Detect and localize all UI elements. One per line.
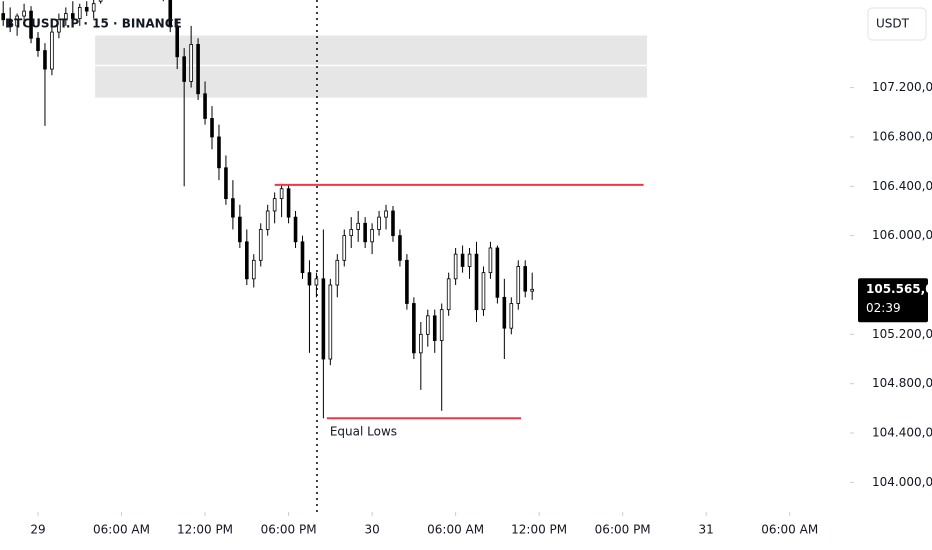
candle-body <box>265 210 270 230</box>
candle-body <box>523 266 528 292</box>
candle-body <box>370 229 374 243</box>
x-tick-label: 06:00 AM <box>427 523 484 537</box>
candle-body <box>321 278 326 360</box>
candle-body <box>22 10 26 17</box>
y-tick-label: 106.000,0 <box>872 228 932 242</box>
candle-body <box>391 210 395 237</box>
chart-title: BTCUSDT.P · 15 · BINANCE <box>5 17 182 31</box>
y-tick-label: 106.400,0 <box>872 179 932 193</box>
x-tick-label: 29 <box>30 523 45 537</box>
currency[interactable]: USDT <box>876 17 910 31</box>
candle-body <box>251 259 256 280</box>
candle-body <box>405 259 409 304</box>
x-tick-label: 12:00 PM <box>177 523 233 537</box>
candle-body <box>335 259 340 286</box>
candle-body <box>84 7 89 12</box>
y-tick-label: 105.200,0 <box>872 327 932 341</box>
candle-body <box>342 235 347 261</box>
candle-body <box>175 25 180 58</box>
candle-body <box>530 288 534 292</box>
y-tick-label: 104.000,0 <box>872 475 932 489</box>
y-tick-label: 106.800,0 <box>872 129 932 143</box>
candle-body <box>50 31 54 70</box>
candle-body <box>210 118 214 138</box>
candle-body <box>15 15 19 27</box>
candle-body <box>279 188 284 200</box>
candle-body <box>425 315 430 335</box>
zone <box>95 35 648 98</box>
candle-body <box>419 333 423 354</box>
candle-body <box>231 198 235 218</box>
candle-body <box>29 10 33 39</box>
candle-body <box>168 0 173 27</box>
countdown: 02:39 <box>866 301 901 315</box>
candle-body <box>77 7 82 19</box>
candle-body <box>356 222 360 230</box>
candle-body <box>203 93 207 119</box>
currency-button[interactable] <box>867 7 927 41</box>
level-label: Equal Lows <box>330 425 397 439</box>
candle-body <box>293 216 298 243</box>
candle-body <box>245 241 249 280</box>
candle-body <box>272 198 277 212</box>
candle-body <box>8 19 12 27</box>
candle-body <box>258 229 263 261</box>
candle-body <box>1 13 6 21</box>
candle-body <box>453 253 458 280</box>
candle-body <box>71 13 75 19</box>
candle-body <box>300 241 305 274</box>
x-tick-label: 06:00 AM <box>93 523 150 537</box>
candle-body <box>238 216 242 243</box>
candle-body <box>384 210 388 218</box>
candle-body <box>196 44 200 95</box>
candle-body <box>182 56 186 82</box>
candle-body <box>349 229 354 237</box>
candle-body <box>43 50 47 70</box>
candle-body <box>363 222 367 243</box>
candle-body <box>217 136 221 169</box>
candle-body <box>481 272 486 311</box>
candle-body <box>446 278 451 311</box>
candle-body <box>314 278 319 286</box>
x-tick-label: 06:00 PM <box>261 523 317 537</box>
candle-body <box>36 37 40 51</box>
x-tick-label: 31 <box>699 523 714 537</box>
candle-body <box>495 247 500 298</box>
candle-body <box>460 253 465 267</box>
y-tick-label: 104.800,0 <box>872 376 932 390</box>
x-tick-label: 06:00 PM <box>595 523 651 537</box>
candle-body <box>432 315 437 341</box>
x-tick-label: 30 <box>364 523 379 537</box>
x-tick-label: 12:00 PM <box>511 523 567 537</box>
x-tick-label: 06:00 AM <box>761 523 818 537</box>
candle-body <box>189 44 193 82</box>
y-tick-label: 104.400,0 <box>872 426 932 440</box>
candle-body <box>224 167 228 200</box>
candle-body <box>516 266 521 304</box>
candle-body <box>307 272 312 286</box>
candle-body <box>488 247 493 274</box>
candle-body <box>509 303 514 329</box>
candle-body <box>412 303 416 354</box>
candle-body <box>502 296 507 329</box>
candle-body <box>328 284 333 360</box>
plot-area <box>1 0 648 512</box>
candle-body <box>64 13 68 21</box>
price-tag-label: 105.565,0 <box>866 282 932 296</box>
candle-body <box>91 3 96 12</box>
candle-body <box>398 235 402 261</box>
candle-body <box>439 309 444 341</box>
candle-body <box>98 0 103 2</box>
price-tag <box>858 278 928 323</box>
candle-body <box>57 19 61 33</box>
candle-body <box>377 216 381 230</box>
candle-body <box>467 253 472 267</box>
candle-body <box>286 188 291 218</box>
candle-body <box>474 253 479 311</box>
y-tick-label: 107.200,0 <box>872 80 932 94</box>
